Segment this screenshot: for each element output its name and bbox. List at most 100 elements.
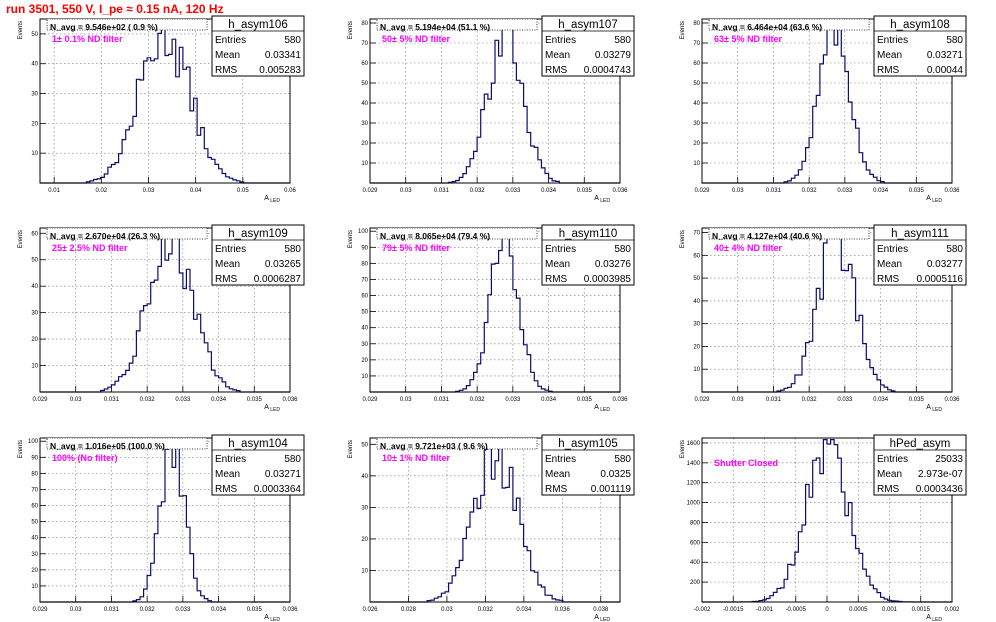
x-tick-label: 0.035 bbox=[909, 397, 925, 403]
histogram-panel-h_asym105: 0.026 0.028 0.03 0.032 0.034 0.036 0.038 10 20 30… bbox=[348, 434, 635, 622]
x-tick-label: 0.03 bbox=[143, 188, 155, 194]
x-axis-label-sub: LED bbox=[931, 198, 943, 204]
stats-box bbox=[211, 224, 305, 286]
stat-key: RMS bbox=[215, 65, 238, 76]
navg-box bbox=[46, 227, 208, 240]
stats-box bbox=[541, 224, 635, 286]
y-tick-label: 40 bbox=[361, 101, 368, 107]
y-tick-label: 40 bbox=[693, 299, 700, 305]
x-axis-label: A LED bbox=[594, 404, 610, 413]
y-tick-label: 30 bbox=[31, 311, 38, 317]
navg-label: N_avg = 9.721e+03 ( 9.6 %) bbox=[380, 441, 488, 451]
stat-value: 0.0005116 bbox=[916, 274, 963, 285]
run-title: run 3501, 550 V, I_pe ≈ 0.15 nA, 120 Hz bbox=[6, 2, 224, 16]
y-tick-label: 70 bbox=[31, 487, 38, 493]
stats-box bbox=[211, 434, 305, 496]
y-tick-label: 20 bbox=[361, 141, 368, 147]
x-tick-label: 0.031 bbox=[766, 188, 782, 194]
x-tick-label: 0 bbox=[825, 607, 829, 613]
stat-value: 0.0003436 bbox=[916, 484, 964, 495]
y-tick-label: 80 bbox=[693, 21, 700, 27]
navg-box bbox=[46, 437, 208, 450]
x-tick-label: 0.029 bbox=[362, 188, 378, 194]
y-tick-label: 20 bbox=[31, 568, 38, 574]
x-tick-label: 0.034 bbox=[541, 188, 557, 194]
x-tick-label: 0.034 bbox=[211, 397, 227, 403]
stats-box bbox=[541, 15, 635, 77]
histogram-name: h_asym105 bbox=[558, 438, 617, 450]
y-axis-label: Events bbox=[18, 230, 24, 248]
y-tick-label: 20 bbox=[31, 337, 38, 343]
stat-value: 0.0006287 bbox=[254, 274, 302, 285]
y-tick-label: 50 bbox=[693, 276, 700, 282]
x-tick-label: 0.035 bbox=[247, 397, 263, 403]
stat-key: RMS bbox=[877, 274, 900, 285]
x-axis-label-main: A bbox=[926, 404, 931, 411]
histogram-name: h_asym106 bbox=[228, 19, 287, 31]
x-tick-label: 0.031 bbox=[434, 188, 450, 194]
histogram-line bbox=[40, 229, 290, 393]
stat-key: Entries bbox=[877, 35, 908, 46]
x-tick-label: 0.01 bbox=[48, 188, 60, 194]
stat-value: 580 bbox=[284, 244, 301, 255]
histogram-name: h_asym107 bbox=[558, 19, 617, 31]
stat-value: 0.0003364 bbox=[254, 484, 302, 495]
histogram-name: h_asym110 bbox=[559, 228, 618, 240]
x-tick-label: 0.032 bbox=[140, 397, 156, 403]
y-tick-label: 40 bbox=[361, 326, 368, 332]
x-axis-label-main: A bbox=[264, 404, 269, 411]
navg-box bbox=[376, 437, 538, 450]
histogram-panel-h_asym110: 0.029 0.03 0.031 0.032 0.033 0.034 0.035 0.036 1… bbox=[348, 224, 635, 413]
y-tick-label: 30 bbox=[693, 322, 700, 328]
x-axis-label-main: A bbox=[926, 195, 931, 202]
navg-box bbox=[708, 18, 870, 31]
y-tick-label: 80 bbox=[361, 21, 368, 27]
stat-value: 580 bbox=[614, 244, 631, 255]
histogram-panel-hPed_asym: -0.002 -0.0015 -0.001 -0.0005 0 0.0005 0.001 0.… bbox=[680, 434, 967, 622]
x-tick-label: 0.034 bbox=[541, 397, 557, 403]
x-tick-label: 0.032 bbox=[478, 607, 494, 613]
y-tick-label: 50 bbox=[31, 32, 38, 38]
y-tick-label: 50 bbox=[31, 258, 38, 264]
x-tick-label: 0.03 bbox=[441, 607, 453, 613]
y-tick-label: 200 bbox=[690, 580, 701, 586]
x-tick-label: 0.034 bbox=[873, 188, 889, 194]
navg-label: N_avg = 2.670e+04 (26.3 %) bbox=[50, 231, 160, 241]
x-tick-label: 0.05 bbox=[237, 188, 249, 194]
y-axis-label: Events bbox=[348, 440, 354, 458]
plot-frame bbox=[701, 437, 953, 603]
x-tick-label: 0.035 bbox=[247, 607, 263, 613]
x-tick-label: 0.031 bbox=[766, 397, 782, 403]
stat-key: Mean bbox=[215, 259, 240, 270]
stats-box bbox=[211, 15, 305, 77]
histogram-panel-h_asym106: 0.01 0.02 0.03 0.04 0.05 0.06 10 20 30 40 50 Events… bbox=[18, 15, 305, 204]
y-axis-label: Events bbox=[18, 21, 24, 39]
filter-label: 10± 1% ND filter bbox=[382, 453, 450, 463]
y-tick-label: 10 bbox=[693, 161, 700, 167]
histogram-panel-h_asym109: 0.029 0.03 0.031 0.032 0.033 0.034 0.035 0.036 1… bbox=[18, 224, 305, 413]
navg-box bbox=[376, 18, 538, 31]
filter-label: 40± 4% ND filter bbox=[714, 243, 782, 253]
x-tick-label: 0.03 bbox=[70, 607, 82, 613]
x-tick-label: 0.03 bbox=[70, 397, 82, 403]
histogram-panel-h_asym104: 0.029 0.03 0.031 0.032 0.033 0.034 0.035 0.036 1… bbox=[18, 434, 305, 622]
stat-key: Mean bbox=[545, 469, 570, 480]
stat-key: Entries bbox=[545, 35, 576, 46]
x-tick-label: 0.034 bbox=[873, 397, 889, 403]
x-axis-label: A LED bbox=[926, 614, 942, 622]
filter-label: 79± 5% ND filter bbox=[382, 243, 450, 253]
x-tick-label: 0.031 bbox=[104, 397, 120, 403]
stat-key: Entries bbox=[877, 244, 908, 255]
stat-value: 0.03271 bbox=[927, 50, 964, 61]
navg-box bbox=[376, 227, 538, 240]
x-tick-label: 0.0005 bbox=[849, 607, 868, 613]
x-axis-label: A LED bbox=[264, 614, 280, 622]
x-axis-label-main: A bbox=[926, 614, 931, 621]
histogram-name: h_asym109 bbox=[228, 228, 287, 240]
stat-key: Entries bbox=[877, 454, 908, 465]
x-tick-label: 0.031 bbox=[104, 607, 120, 613]
navg-label: N_avg = 5.194e+04 (51.1 %) bbox=[380, 22, 490, 32]
x-tick-label: 0.033 bbox=[837, 397, 853, 403]
y-tick-label: 30 bbox=[361, 342, 368, 348]
x-axis-label-sub: LED bbox=[599, 617, 611, 622]
